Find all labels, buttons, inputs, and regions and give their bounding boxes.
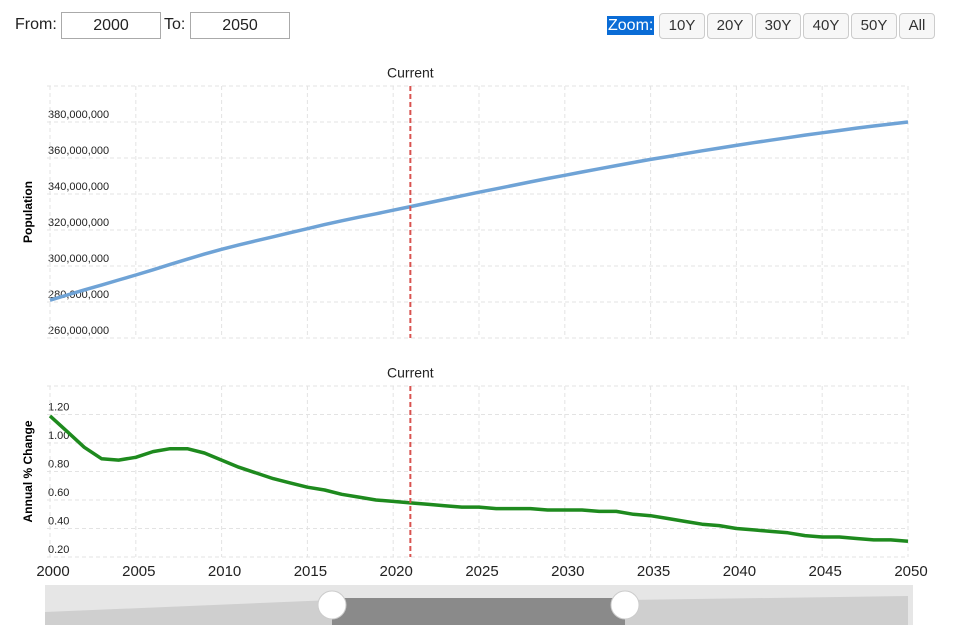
from-label: From: (15, 16, 57, 33)
x-tick-label: 2025 (465, 563, 498, 580)
navigator-handle[interactable] (317, 590, 347, 620)
zoom-button[interactable]: All (899, 13, 935, 39)
x-tick-label: 2010 (208, 563, 241, 580)
navigator-selection (332, 598, 625, 625)
marker-label: Current (387, 65, 434, 81)
to-input[interactable]: 2050 (190, 12, 290, 39)
y-tick-label: 360,000,000 (48, 145, 109, 157)
zoom-button[interactable]: 10Y (659, 13, 705, 39)
x-tick-label: 2045 (809, 563, 842, 580)
y-axis-title: Population (21, 181, 35, 243)
y-tick-label: 1.00 (48, 430, 69, 442)
y-tick-label: 300,000,000 (48, 253, 109, 265)
x-tick-label: 2000 (36, 563, 69, 580)
navigator-series (625, 596, 908, 625)
x-tick-label: 2015 (294, 563, 327, 580)
x-tick-label: 2040 (723, 563, 756, 580)
y-tick-label: 1.20 (48, 401, 69, 413)
x-tick-label: 2050 (894, 563, 927, 580)
line (48, 414, 909, 544)
zoom-button[interactable]: 20Y (707, 13, 753, 39)
navigator-handle[interactable] (610, 590, 640, 620)
y-tick-label: 260,000,000 (48, 325, 109, 337)
y-tick-label: 340,000,000 (48, 181, 109, 193)
to-label: To: (164, 16, 186, 33)
zoom-button[interactable]: 40Y (803, 13, 849, 39)
y-axis-title: Annual % Change (21, 420, 35, 522)
x-tick-label: 2030 (551, 563, 584, 580)
zoom-label: Zoom: (607, 16, 655, 35)
y-tick-label: 0.40 (48, 515, 69, 527)
y-tick-label: 0.60 (48, 487, 69, 499)
y-tick-label: 380,000,000 (48, 109, 109, 121)
from-input[interactable]: 2000 (61, 12, 161, 39)
zoom-button[interactable]: 30Y (755, 13, 801, 39)
zoom-button[interactable]: 50Y (851, 13, 897, 39)
marker-label: Current (387, 365, 434, 381)
y-tick-label: 0.80 (48, 458, 69, 470)
x-tick-label: 2035 (637, 563, 670, 580)
x-tick-label: 2005 (122, 563, 155, 580)
x-tick-label: 2020 (380, 563, 413, 580)
y-tick-label: 320,000,000 (48, 217, 109, 229)
y-tick-label: 0.20 (48, 544, 69, 556)
line (49, 120, 909, 302)
navigator (45, 585, 913, 625)
